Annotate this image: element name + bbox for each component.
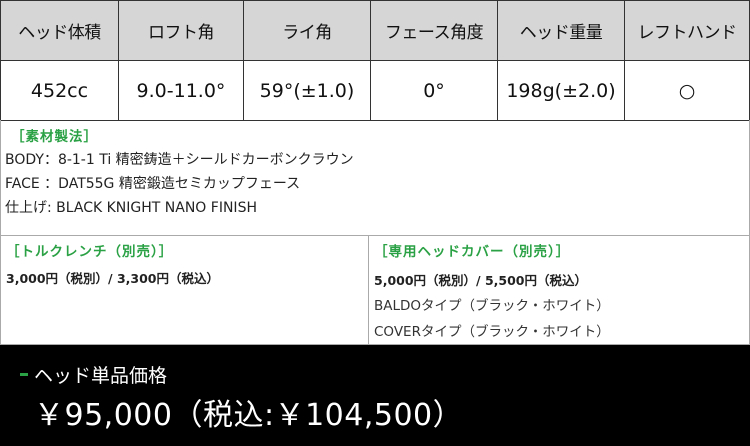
header-left-hand: レフトハンド [624, 0, 750, 61]
header-loft: ロフト角 [118, 0, 244, 61]
price-banner: ヘッド単品価格 ￥95,000（税込:￥104,500） [0, 345, 750, 446]
materials-face: FACE ：DAT55G 精密鍛造セミカップフェース [5, 176, 301, 192]
materials-body: BODY：8-1-1 Ti 精密鋳造＋シールドカーボンクラウン [5, 152, 354, 168]
value-face-angle: 0° [370, 60, 498, 121]
spec-table: ヘッド体積 ロフト角 ライ角 フェース角度 ヘッド重量 レフトハンド 452cc… [0, 0, 750, 121]
materials-title: ［素材製法］ [11, 129, 98, 145]
head-cover-title: ［専用ヘッドカバー（別売）］ [374, 244, 571, 260]
torque-wrench-price: 3,000円（税別）/ 3,300円（税込） [6, 271, 219, 286]
header-face-angle: フェース角度 [370, 0, 498, 61]
materials-finish: 仕上げ: BLACK KNIGHT NANO FINISH [5, 200, 257, 216]
head-cover-type-baldo: BALDOタイプ（ブラック・ホワイト） [374, 298, 610, 314]
spec-header-row: ヘッド体積 ロフト角 ライ角 フェース角度 ヘッド重量 レフトハンド [0, 0, 750, 61]
header-lie: ライ角 [243, 0, 371, 61]
torque-wrench-section: ［トルクレンチ（別売）］ 3,000円（税別）/ 3,300円（税込） [0, 235, 369, 345]
value-loft: 9.0-11.0° [118, 60, 244, 121]
materials-section: ［素材製法］ BODY：8-1-1 Ti 精密鋳造＋シールドカーボンクラウン F… [0, 120, 750, 236]
head-cover-type-cover: COVERタイプ（ブラック・ホワイト） [374, 324, 610, 340]
green-dash-icon [20, 373, 28, 376]
value-head-volume: 452cc [0, 60, 119, 121]
value-left-hand: ○ [624, 60, 750, 121]
header-head-volume: ヘッド体積 [0, 0, 119, 61]
head-cover-price: 5,000円（税別）/ 5,500円（税込） [374, 273, 587, 288]
price-label: ヘッド単品価格 [34, 365, 168, 387]
price-amount: ￥95,000（税込:￥104,500） [34, 398, 464, 433]
torque-wrench-title: ［トルクレンチ（別売）］ [6, 244, 174, 260]
value-head-weight: 198g(±2.0) [497, 60, 625, 121]
spec-value-row: 452cc 9.0-11.0° 59°(±1.0) 0° 198g(±2.0) … [0, 60, 750, 121]
value-lie: 59°(±1.0) [243, 60, 371, 121]
head-cover-section: ［専用ヘッドカバー（別売）］ 5,000円（税別）/ 5,500円（税込） BA… [368, 235, 750, 345]
header-head-weight: ヘッド重量 [497, 0, 625, 61]
